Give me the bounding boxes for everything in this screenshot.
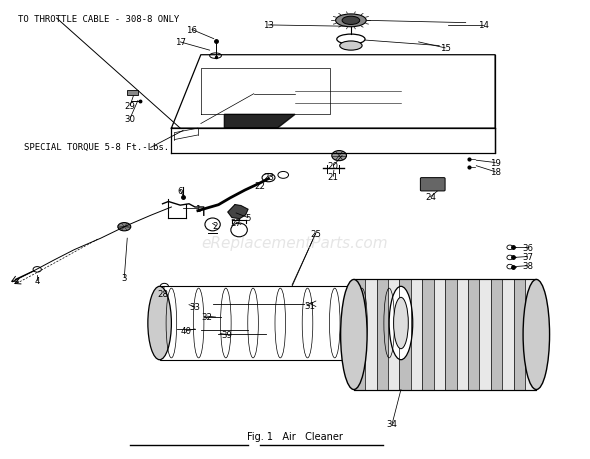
Bar bbox=[502, 280, 513, 390]
Text: 2: 2 bbox=[213, 221, 218, 230]
Text: 3: 3 bbox=[122, 273, 127, 282]
Text: 40: 40 bbox=[181, 327, 192, 336]
Text: 38: 38 bbox=[522, 262, 533, 271]
Ellipse shape bbox=[340, 280, 367, 390]
Text: 17: 17 bbox=[175, 38, 186, 47]
Bar bbox=[445, 280, 457, 390]
Text: 37: 37 bbox=[522, 252, 533, 262]
Text: 33: 33 bbox=[189, 303, 201, 312]
Bar bbox=[457, 280, 468, 390]
Bar bbox=[411, 280, 422, 390]
Text: Fig. 1   Air   Cleaner: Fig. 1 Air Cleaner bbox=[247, 431, 343, 441]
Text: 1: 1 bbox=[195, 204, 201, 213]
Bar bbox=[388, 280, 399, 390]
Ellipse shape bbox=[209, 54, 221, 59]
Bar bbox=[479, 280, 491, 390]
Text: SPECIAL TORQUE 5-8 Ft.-Lbs.: SPECIAL TORQUE 5-8 Ft.-Lbs. bbox=[24, 143, 169, 151]
Text: 34: 34 bbox=[386, 420, 398, 428]
Bar bbox=[422, 280, 434, 390]
Ellipse shape bbox=[394, 298, 408, 349]
Text: 14: 14 bbox=[478, 22, 489, 30]
Bar bbox=[513, 280, 525, 390]
Text: 13: 13 bbox=[263, 22, 274, 30]
Text: 4: 4 bbox=[34, 276, 40, 285]
Bar bbox=[354, 280, 365, 390]
Bar bbox=[376, 280, 388, 390]
Ellipse shape bbox=[148, 287, 171, 360]
Ellipse shape bbox=[160, 284, 169, 290]
Text: 20: 20 bbox=[328, 162, 339, 171]
Text: eReplacementParts.com: eReplacementParts.com bbox=[202, 236, 388, 251]
Text: 31: 31 bbox=[304, 302, 315, 310]
Text: 28: 28 bbox=[157, 289, 168, 298]
Bar bbox=[399, 280, 411, 390]
Ellipse shape bbox=[332, 151, 346, 161]
Ellipse shape bbox=[33, 267, 41, 273]
Text: 15: 15 bbox=[440, 44, 451, 53]
Bar bbox=[434, 280, 445, 390]
Text: 6: 6 bbox=[178, 186, 183, 195]
Polygon shape bbox=[224, 115, 295, 129]
Polygon shape bbox=[228, 205, 248, 219]
Text: 24: 24 bbox=[425, 193, 436, 202]
Bar bbox=[525, 280, 536, 390]
Ellipse shape bbox=[523, 280, 549, 390]
Ellipse shape bbox=[336, 15, 366, 28]
Ellipse shape bbox=[389, 287, 413, 360]
Bar bbox=[127, 90, 138, 96]
Text: 19: 19 bbox=[490, 159, 500, 168]
Text: 18: 18 bbox=[490, 168, 501, 177]
Text: 21: 21 bbox=[328, 173, 339, 181]
Text: 5: 5 bbox=[245, 213, 251, 223]
Text: 32: 32 bbox=[201, 312, 212, 321]
Ellipse shape bbox=[118, 223, 131, 231]
Text: 23: 23 bbox=[263, 173, 274, 181]
Text: 30: 30 bbox=[124, 114, 136, 123]
Bar bbox=[491, 280, 502, 390]
Bar bbox=[354, 280, 536, 390]
Text: 22: 22 bbox=[254, 182, 265, 190]
Text: 35: 35 bbox=[528, 355, 539, 364]
Text: 29: 29 bbox=[124, 101, 136, 111]
Text: 16: 16 bbox=[186, 26, 198, 35]
Text: TO THROTTLE CABLE - 308-8 ONLY: TO THROTTLE CABLE - 308-8 ONLY bbox=[18, 15, 179, 23]
Bar bbox=[160, 287, 401, 360]
Ellipse shape bbox=[342, 17, 360, 25]
Bar bbox=[365, 280, 376, 390]
Text: 36: 36 bbox=[522, 243, 533, 252]
Bar bbox=[468, 280, 479, 390]
Text: 25: 25 bbox=[310, 230, 321, 239]
Ellipse shape bbox=[340, 42, 362, 51]
Text: 39: 39 bbox=[222, 330, 232, 339]
Text: 27: 27 bbox=[231, 218, 242, 227]
FancyBboxPatch shape bbox=[420, 178, 445, 191]
